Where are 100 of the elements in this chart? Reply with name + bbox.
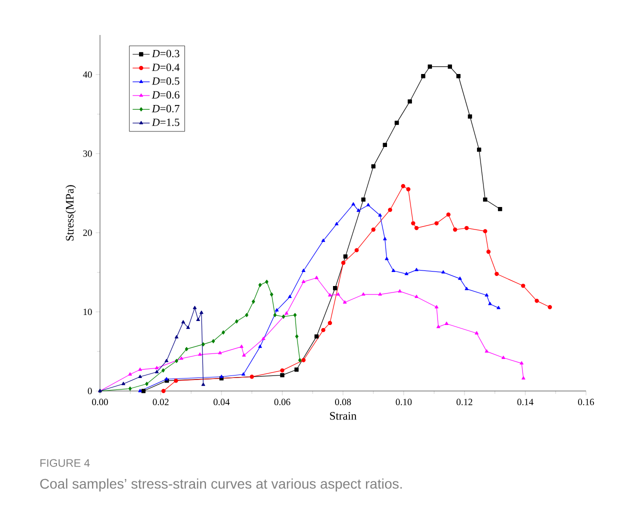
point (484, 349, 489, 353)
point (342, 300, 347, 304)
point (164, 377, 168, 380)
point (328, 293, 332, 296)
point (314, 334, 319, 339)
point (388, 208, 392, 212)
legend-label: D=0.6 (152, 91, 180, 99)
y-tick-label: 0 (88, 388, 92, 394)
point (328, 320, 332, 326)
point (521, 284, 526, 288)
point (334, 222, 338, 226)
point (441, 270, 446, 274)
point (534, 298, 539, 303)
point (302, 268, 306, 272)
point (392, 268, 396, 272)
point (258, 282, 262, 288)
point (265, 280, 268, 284)
point (398, 289, 402, 293)
point (371, 228, 376, 232)
point (378, 292, 382, 296)
point (421, 74, 426, 78)
x-tick-label: 0.10 (396, 398, 412, 406)
point (428, 64, 432, 69)
point (468, 114, 472, 119)
point (154, 370, 159, 374)
point (128, 372, 132, 376)
point (411, 221, 416, 226)
point (361, 197, 366, 202)
point (456, 74, 461, 78)
point (202, 342, 205, 346)
point (154, 366, 159, 370)
point (321, 328, 326, 332)
point (483, 197, 488, 202)
point (354, 248, 359, 252)
point (452, 228, 458, 232)
x-axis-title: Strain (330, 412, 357, 420)
point (270, 292, 274, 297)
point (366, 202, 370, 206)
point (341, 260, 346, 265)
point (280, 368, 284, 373)
x-tick-label: 0.12 (456, 398, 472, 406)
legend-label: D=0.7 (152, 104, 180, 112)
point (252, 300, 256, 304)
point (520, 361, 524, 365)
x-tick-label: 0.14 (517, 398, 534, 406)
point (496, 306, 500, 310)
x-tick-label: 0.02 (152, 398, 169, 406)
point (161, 388, 166, 394)
point (294, 368, 299, 372)
point (484, 293, 489, 296)
y-tick-label: 40 (82, 71, 92, 78)
point (262, 336, 266, 340)
point (212, 339, 215, 344)
point (122, 382, 126, 386)
point (382, 142, 388, 148)
point (162, 368, 165, 373)
point (404, 272, 408, 276)
point (240, 344, 244, 348)
point (406, 187, 410, 192)
point (408, 99, 412, 104)
point (474, 331, 479, 334)
point (138, 368, 142, 371)
point (198, 352, 202, 356)
point (180, 356, 184, 360)
point (336, 292, 340, 296)
point (356, 208, 360, 212)
point (498, 206, 502, 212)
point (284, 311, 288, 315)
point (282, 314, 286, 319)
point (222, 330, 225, 335)
x-tick-label: 0.08 (335, 398, 351, 406)
point (174, 335, 178, 338)
point (141, 388, 146, 394)
x-tick-label: 0.00 (92, 398, 108, 406)
point (464, 286, 468, 290)
y-tick-label: 20 (83, 230, 92, 236)
point (302, 280, 306, 284)
point (235, 319, 238, 324)
x-tick-label: 0.04 (214, 398, 230, 406)
point (434, 221, 439, 226)
point (476, 148, 482, 152)
point (314, 276, 318, 280)
point (436, 324, 440, 328)
point (483, 229, 488, 234)
point (401, 184, 406, 188)
point (301, 358, 306, 362)
point (383, 237, 387, 240)
point (414, 268, 418, 272)
point (128, 386, 132, 391)
point (494, 272, 499, 276)
point (351, 202, 356, 206)
point (245, 312, 248, 318)
point (362, 292, 366, 296)
point (192, 306, 197, 310)
legend-label: D=1.5 (152, 118, 180, 126)
point (378, 213, 382, 217)
point (502, 356, 506, 359)
point (164, 358, 168, 362)
point (333, 286, 338, 290)
point (242, 372, 246, 376)
